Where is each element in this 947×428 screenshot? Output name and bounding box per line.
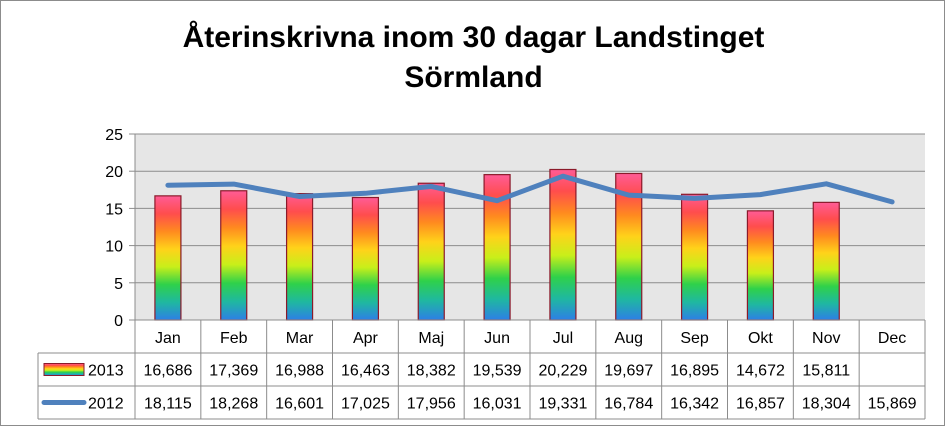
data-label-2012: 16,784 (604, 396, 653, 413)
x-tick-label: Feb (220, 330, 248, 347)
chart-title: Återinskrivna inom 30 dagar Landstinget … (0, 18, 947, 98)
data-label-2013: 20,229 (538, 363, 587, 380)
bar-2013-Feb (220, 190, 248, 321)
x-tick-label: Aug (615, 330, 643, 347)
line-2012 (165, 173, 895, 205)
x-tick-label: Jul (553, 330, 573, 347)
bar-2013-Nov (812, 201, 840, 321)
data-label-2013: 19,697 (604, 363, 653, 380)
data-label-2013: 18,382 (407, 363, 456, 380)
data-label-2013: 15,811 (802, 363, 850, 380)
bar-2013-Mar (285, 193, 314, 321)
data-label-2012: 15,869 (868, 396, 917, 413)
data-label-2013: 16,988 (275, 363, 324, 380)
chart-title-line-2: Sörmland (404, 61, 543, 94)
x-tick-label: Maj (418, 330, 444, 347)
data-label-2012: 16,342 (670, 396, 719, 413)
data-label-2013: 16,463 (341, 363, 390, 380)
data-label-2012: 18,115 (144, 396, 192, 413)
chart-title-line-1: Återinskrivna inom 30 dagar Landstinget (182, 21, 765, 54)
bar-2013-Jan (154, 195, 182, 321)
x-tick-label: Nov (812, 330, 840, 347)
y-tick-label: 25 (105, 127, 123, 144)
legend-key-2013 (43, 363, 85, 376)
x-tick-label: Okt (748, 330, 773, 347)
bar-2013-Apr (351, 196, 380, 321)
data-label-2012: 16,601 (275, 396, 324, 413)
y-tick-label: 15 (105, 201, 123, 218)
data-label-2013: 19,539 (473, 363, 522, 380)
x-tick-label: Sep (680, 330, 709, 347)
bar-2013-Okt (746, 210, 775, 321)
bar-2013-Sep (680, 193, 709, 321)
x-tick-label: Mar (286, 330, 314, 347)
y-tick-label: 0 (114, 313, 123, 330)
data-label-2012: 18,304 (802, 396, 851, 413)
bar-2013-Jul (549, 168, 577, 321)
data-label-2012: 19,331 (538, 396, 587, 413)
plot-background (135, 134, 925, 320)
x-tick-label: Jun (484, 330, 510, 347)
series-name-2013: 2013 (88, 363, 124, 380)
data-label-2013: 16,686 (143, 363, 192, 380)
y-tick-label: 5 (114, 276, 123, 293)
y-tick-label: 20 (105, 164, 123, 181)
bar-2013-Maj (417, 182, 445, 321)
plot-area: 0 5 10 15 20 25 (105, 127, 925, 330)
data-label-2012: 16,031 (473, 396, 522, 413)
x-tick-label: Jan (155, 330, 181, 347)
data-label-2012: 17,025 (341, 396, 390, 413)
data-label-2013: 14,672 (736, 363, 785, 380)
x-tick-label: Dec (878, 330, 906, 347)
data-label-2012: 16,857 (736, 396, 785, 413)
data-label-2012: 18,268 (209, 396, 258, 413)
data-label-2013: 17,369 (209, 363, 258, 380)
data-label-2013: 16,895 (670, 363, 719, 380)
data-table: Jan Feb Mar Apr Maj Jun Jul Aug Sep Okt Nov Dec 2013… (37, 319, 926, 420)
y-tick-label: 10 (105, 239, 123, 256)
series-name-2012: 2012 (88, 396, 124, 413)
data-label-2012: 17,956 (407, 396, 456, 413)
x-tick-label: Apr (353, 330, 379, 347)
